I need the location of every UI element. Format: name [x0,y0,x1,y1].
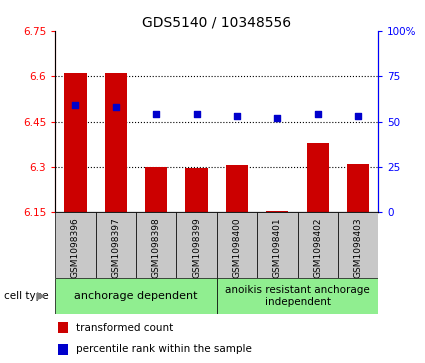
Title: GDS5140 / 10348556: GDS5140 / 10348556 [142,16,291,30]
Text: GSM1098403: GSM1098403 [354,217,363,278]
Bar [64,73,87,212]
Point [112,104,119,110]
Bar [347,164,369,212]
Bar [226,166,248,212]
Bar [59,343,68,355]
Text: GSM1098399: GSM1098399 [192,217,201,278]
Bar [217,212,257,278]
Bar [306,143,329,212]
Point [72,102,79,108]
Text: GSM1098401: GSM1098401 [273,217,282,278]
Text: GSM1098400: GSM1098400 [232,217,241,278]
Bar [266,211,289,212]
Text: anoikis resistant anchorage
independent: anoikis resistant anchorage independent [225,285,370,307]
Bar [105,73,127,212]
Point [314,111,321,117]
Bar [59,322,68,334]
Bar [176,212,217,278]
Bar [55,212,96,278]
Point [193,111,200,117]
Text: cell type: cell type [4,291,49,301]
Text: anchorage dependent: anchorage dependent [74,291,198,301]
Text: GSM1098396: GSM1098396 [71,217,80,278]
Bar [145,167,167,212]
Bar [55,278,217,314]
Bar [217,278,378,314]
Bar [96,212,136,278]
Bar [136,212,176,278]
Point [153,111,159,117]
Bar [185,168,208,212]
Text: GSM1098402: GSM1098402 [313,217,322,278]
Text: transformed count: transformed count [76,323,173,333]
Point [354,113,361,119]
Point [274,115,280,121]
Text: GSM1098397: GSM1098397 [111,217,120,278]
Text: ▶: ▶ [37,291,46,301]
Text: GSM1098398: GSM1098398 [152,217,161,278]
Bar [257,212,298,278]
Bar [298,212,338,278]
Bar [338,212,378,278]
Point [233,113,240,119]
Text: percentile rank within the sample: percentile rank within the sample [76,344,252,354]
